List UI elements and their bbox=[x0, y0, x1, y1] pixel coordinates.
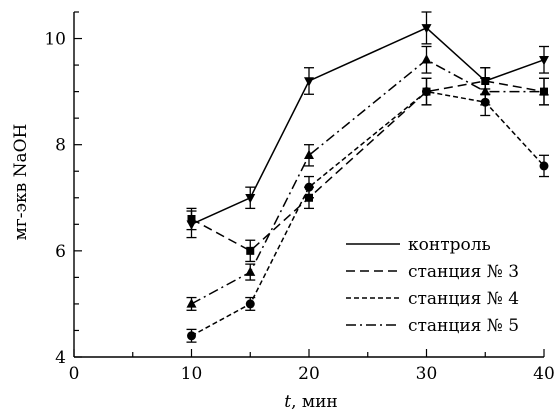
y-tick-label: 10 bbox=[44, 30, 66, 50]
series-line bbox=[191, 90, 545, 337]
series-line bbox=[191, 27, 545, 225]
x-tick-label: 20 bbox=[298, 364, 320, 384]
x-axis-unit: , мин bbox=[291, 392, 338, 412]
data-point bbox=[539, 86, 549, 96]
data-point bbox=[187, 331, 196, 341]
series-2 bbox=[186, 67, 549, 263]
y-axis-title: мг-экв NaOH bbox=[11, 124, 31, 241]
chart-legend: контроль станция № 3 станция № 4 станция № … bbox=[346, 235, 519, 336]
series-1 bbox=[186, 11, 549, 239]
x-tick-label: 10 bbox=[181, 364, 203, 384]
y-tick-label: 4 bbox=[55, 348, 66, 368]
x-axis-title: t, мин bbox=[284, 392, 338, 412]
data-point bbox=[245, 266, 256, 276]
data-point bbox=[304, 182, 314, 192]
x-tick-label: 30 bbox=[416, 364, 438, 384]
legend-label-4: станция № 5 bbox=[408, 316, 519, 336]
data-point bbox=[304, 149, 314, 160]
legend-label-1: контроль bbox=[408, 235, 491, 255]
series-layer bbox=[186, 11, 549, 343]
data-point bbox=[187, 215, 196, 223]
data-point bbox=[304, 77, 314, 87]
series-line bbox=[191, 80, 545, 252]
data-point bbox=[245, 299, 255, 309]
x-tick-label: 0 bbox=[69, 364, 80, 384]
data-point bbox=[186, 298, 197, 308]
data-point bbox=[421, 24, 432, 34]
data-point bbox=[246, 246, 255, 255]
data-point bbox=[480, 86, 491, 96]
series-4 bbox=[186, 45, 549, 311]
y-tick-label: 8 bbox=[55, 136, 66, 156]
data-point bbox=[539, 56, 549, 66]
legend-label-2: станция № 3 bbox=[408, 262, 519, 282]
data-point bbox=[422, 87, 431, 97]
y-tick-label: 6 bbox=[55, 242, 66, 262]
x-tick-label: 40 bbox=[533, 364, 555, 384]
data-point bbox=[539, 161, 549, 171]
data-point bbox=[421, 54, 432, 64]
legend-label-3: станция № 4 bbox=[408, 289, 519, 309]
data-point bbox=[245, 194, 256, 204]
series-line bbox=[191, 58, 544, 305]
chart-axes: 0 10 20 30 40 4 6 8 10 bbox=[44, 11, 555, 384]
x-axis-variable: t bbox=[284, 392, 291, 412]
